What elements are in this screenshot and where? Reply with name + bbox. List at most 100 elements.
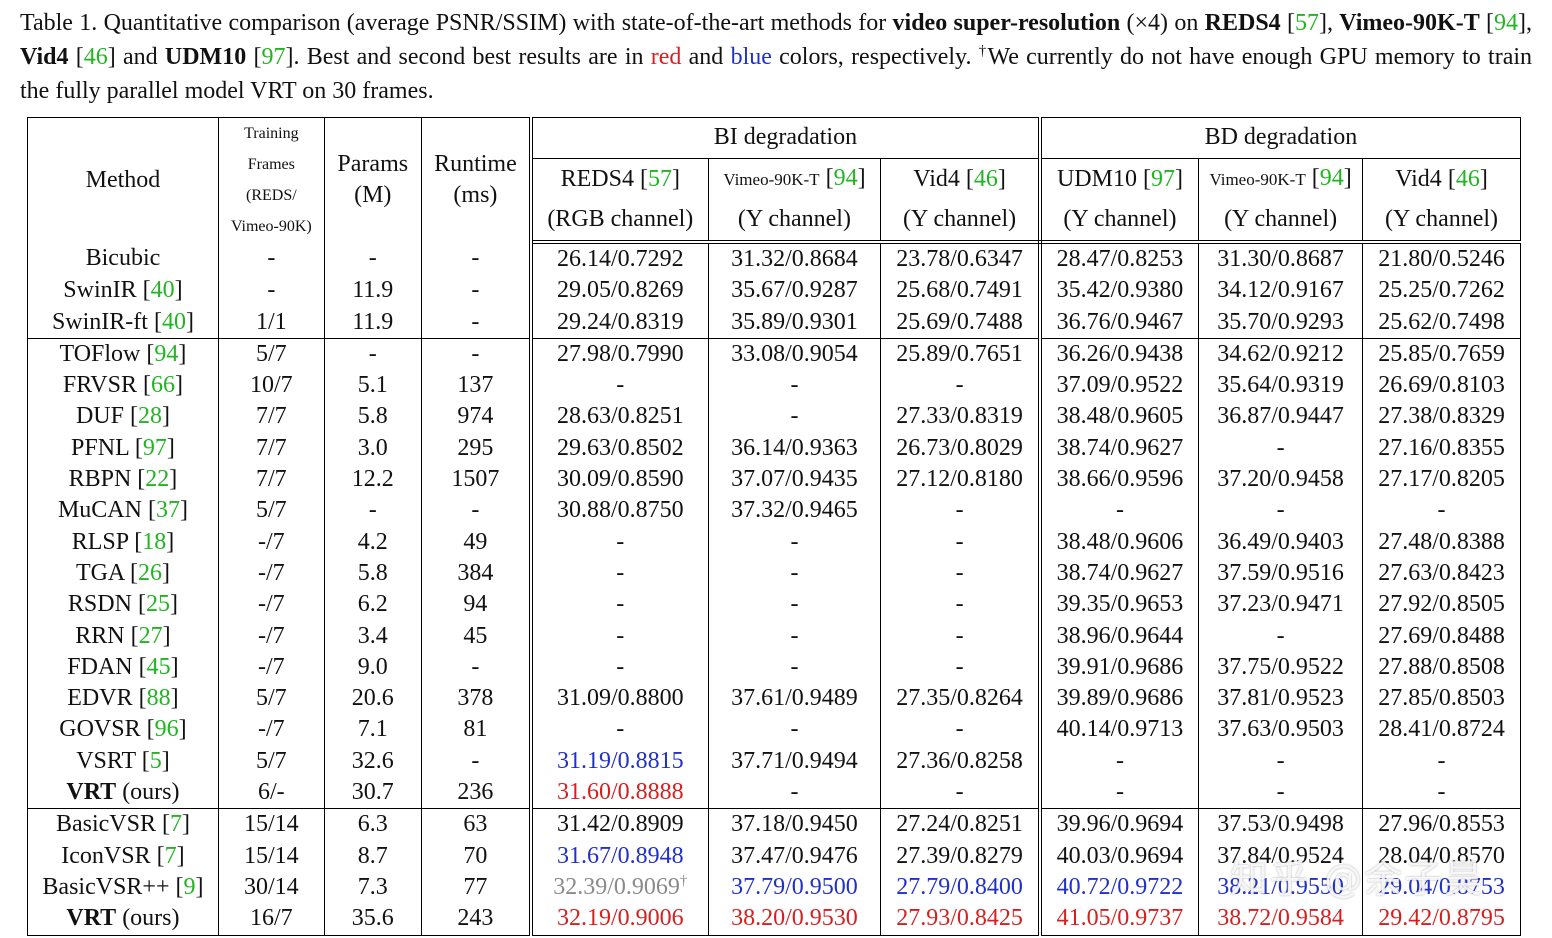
psnr-ssim-cell: 38.74/0.9627 xyxy=(1039,432,1200,465)
method-ref: 88 xyxy=(146,685,171,712)
header-training-frames: Training Frames (REDS/Vimeo-90K) xyxy=(218,117,325,242)
psnr-ssim-value: 25.62/0.7498 xyxy=(1378,308,1505,335)
psnr-ssim-cell: 27.69/0.8488 xyxy=(1363,621,1521,652)
psnr-ssim-cell: 37.47/0.9476 xyxy=(708,840,882,872)
psnr-ssim-cell: 26.14/0.7292 xyxy=(531,242,709,276)
psnr-ssim-cell: 25.85/0.7659 xyxy=(1363,338,1521,370)
psnr-ssim-value: 35.70/0.9293 xyxy=(1217,308,1344,335)
table-row: Bicubic - - -26.14/0.7292 31.32/0.8684 23.78/… xyxy=(27,242,1521,276)
psnr-ssim-value: 33.08/0.9054 xyxy=(731,340,858,367)
psnr-ssim-cell: 39.91/0.9686 xyxy=(1039,651,1200,684)
psnr-ssim-cell: 31.19/0.8815 xyxy=(531,745,709,778)
header-params: Params (M) xyxy=(324,117,422,242)
table-row: IconVSR [7] 15/14 8.7 70 31.67/0.8948 37.47/0… xyxy=(27,840,1521,872)
table-row: TGA [26] -/7 5.8 384 - - - 38.74/0.9627 37.59/0.… xyxy=(27,557,1521,590)
psnr-ssim-cell: - xyxy=(1198,495,1364,527)
psnr-ssim-cell: 31.67/0.8948 xyxy=(531,840,709,872)
header-dataset-name: Vimeo-90K-T [94] xyxy=(1198,158,1364,200)
psnr-ssim-cell: 37.18/0.9450 xyxy=(708,808,882,841)
psnr-ssim-value: 37.59/0.9516 xyxy=(1217,559,1344,586)
method-cell: SwinIR [40] xyxy=(27,275,219,307)
table-row: VSRT [5] 5/7 32.6-31.19/0.8815 37.71/0.9494… xyxy=(27,745,1521,778)
table-row: MuCAN [37] 5/7- -30.88/0.8750 37.32/0.9465-… xyxy=(27,495,1521,527)
psnr-ssim-cell: 28.04/0.8570 xyxy=(1363,841,1521,872)
training-frames-cell: -/7 xyxy=(218,557,325,590)
method-ref: 7 xyxy=(169,811,182,838)
method-cell: GOVSR [96] xyxy=(27,714,219,746)
psnr-ssim-value: 31.19/0.8815 xyxy=(556,747,684,774)
dataset-name: Vid4 xyxy=(913,165,960,192)
params-cell: 7.3 xyxy=(324,871,422,904)
psnr-ssim-value: - xyxy=(790,622,799,649)
psnr-ssim-cell: 27.88/0.8508 xyxy=(1363,652,1521,683)
psnr-ssim-cell: 29.63/0.8502 xyxy=(531,432,709,465)
dataset-name: Vimeo-90K-T xyxy=(723,170,820,190)
psnr-ssim-cell: - xyxy=(880,526,1042,558)
psnr-ssim-cell: 29.24/0.8319 xyxy=(531,306,709,339)
training-frames-cell: 7/7 xyxy=(218,432,325,465)
watermark-text: 知乎 @余子昊 xyxy=(1230,857,1485,901)
psnr-ssim-cell: - xyxy=(1363,495,1521,526)
psnr-ssim-cell: 35.67/0.9287 xyxy=(708,275,882,307)
psnr-ssim-cell: - xyxy=(880,557,1042,590)
psnr-ssim-value: 39.89/0.9686 xyxy=(1056,685,1184,712)
psnr-ssim-value: 25.68/0.7491 xyxy=(896,277,1023,304)
dataset-ref: 97 xyxy=(1150,165,1175,192)
dataset-name: Vid4 xyxy=(1395,165,1442,192)
psnr-ssim-cell: 27.85/0.8503 xyxy=(1363,683,1521,714)
psnr-ssim-value: - xyxy=(1437,779,1446,806)
method-ref: 37 xyxy=(155,497,180,524)
params-cell: 3.0 xyxy=(324,432,422,465)
table-row: SwinIR-ft [40] 1/1 11.9-29.24/0.8319 35.89/… xyxy=(27,306,1521,339)
psnr-ssim-value: 32.19/0.9006 xyxy=(556,905,684,932)
method-ours: (ours) xyxy=(116,905,180,932)
method-ref: 97 xyxy=(142,434,167,461)
psnr-ssim-cell: 25.68/0.7491 xyxy=(880,275,1042,307)
psnr-ssim-cell: 37.23/0.9471 xyxy=(1198,589,1364,621)
table-row: TOFlow [94] 5/7- -27.98/0.7990 33.08/0.9054… xyxy=(27,338,1521,371)
psnr-ssim-value: 27.85/0.8503 xyxy=(1378,685,1505,712)
psnr-ssim-value: 31.32/0.8684 xyxy=(731,246,858,272)
runtime-cell: - xyxy=(421,651,534,684)
psnr-ssim-cell: - xyxy=(1198,777,1364,810)
psnr-ssim-value: 36.87/0.9447 xyxy=(1217,403,1344,430)
psnr-ssim-value: 36.26/0.9438 xyxy=(1056,340,1184,367)
psnr-ssim-cell: 27.93/0.8425 xyxy=(880,903,1042,936)
psnr-ssim-cell: 37.81/0.9523 xyxy=(1198,683,1364,715)
training-frames-cell: 7/7 xyxy=(218,464,325,496)
method-name: VRT xyxy=(66,779,117,806)
psnr-ssim-cell: 27.98/0.7990 xyxy=(531,338,709,371)
method-name: BasicVSR++ xyxy=(42,873,170,900)
psnr-ssim-value: - xyxy=(790,372,799,399)
params-cell: 7.1 xyxy=(324,714,422,746)
psnr-ssim-value: - xyxy=(616,653,625,680)
psnr-ssim-value: 39.91/0.9686 xyxy=(1056,653,1184,680)
psnr-ssim-value: 37.81/0.9523 xyxy=(1217,685,1344,712)
psnr-ssim-cell: - xyxy=(880,620,1042,652)
table-row: BasicVSR++ [9] 30/14 7.3 77 32.39/0.9069† 37.… xyxy=(27,871,1521,904)
params-cell: 3.4 xyxy=(324,620,422,652)
psnr-ssim-cell: 37.20/0.9458 xyxy=(1198,464,1364,496)
psnr-ssim-cell: - xyxy=(880,370,1042,402)
params-cell: 5.1 xyxy=(324,370,422,402)
psnr-ssim-cell: 39.35/0.9653 xyxy=(1039,589,1200,621)
psnr-ssim-cell: 28.63/0.8251 xyxy=(531,401,709,433)
psnr-ssim-cell: 37.79/0.9500 xyxy=(708,871,882,904)
psnr-ssim-cell: - xyxy=(531,651,709,684)
psnr-ssim-cell: 29.05/0.8269 xyxy=(531,275,709,307)
psnr-ssim-value: 37.53/0.9498 xyxy=(1217,811,1344,838)
psnr-ssim-cell: 25.25/0.7262 xyxy=(1363,275,1521,306)
psnr-ssim-value: 27.98/0.7990 xyxy=(556,340,684,367)
psnr-ssim-cell: 37.84/0.9524 xyxy=(1198,840,1364,872)
psnr-ssim-value: - xyxy=(955,528,964,555)
psnr-ssim-cell: 27.33/0.8319 xyxy=(880,401,1042,433)
psnr-ssim-cell: 25.89/0.7651 xyxy=(880,338,1042,371)
psnr-ssim-value: 27.92/0.8505 xyxy=(1378,591,1505,618)
psnr-ssim-cell: 27.16/0.8355 xyxy=(1363,433,1521,464)
psnr-ssim-cell: 37.59/0.9516 xyxy=(1198,557,1364,590)
psnr-ssim-value: 38.48/0.9605 xyxy=(1056,403,1184,430)
psnr-ssim-value: 38.74/0.9627 xyxy=(1056,434,1184,461)
psnr-ssim-cell: 26.73/0.8029 xyxy=(880,432,1042,465)
runtime-cell: - xyxy=(421,338,534,371)
method-cell: RSDN [25] xyxy=(27,589,219,621)
